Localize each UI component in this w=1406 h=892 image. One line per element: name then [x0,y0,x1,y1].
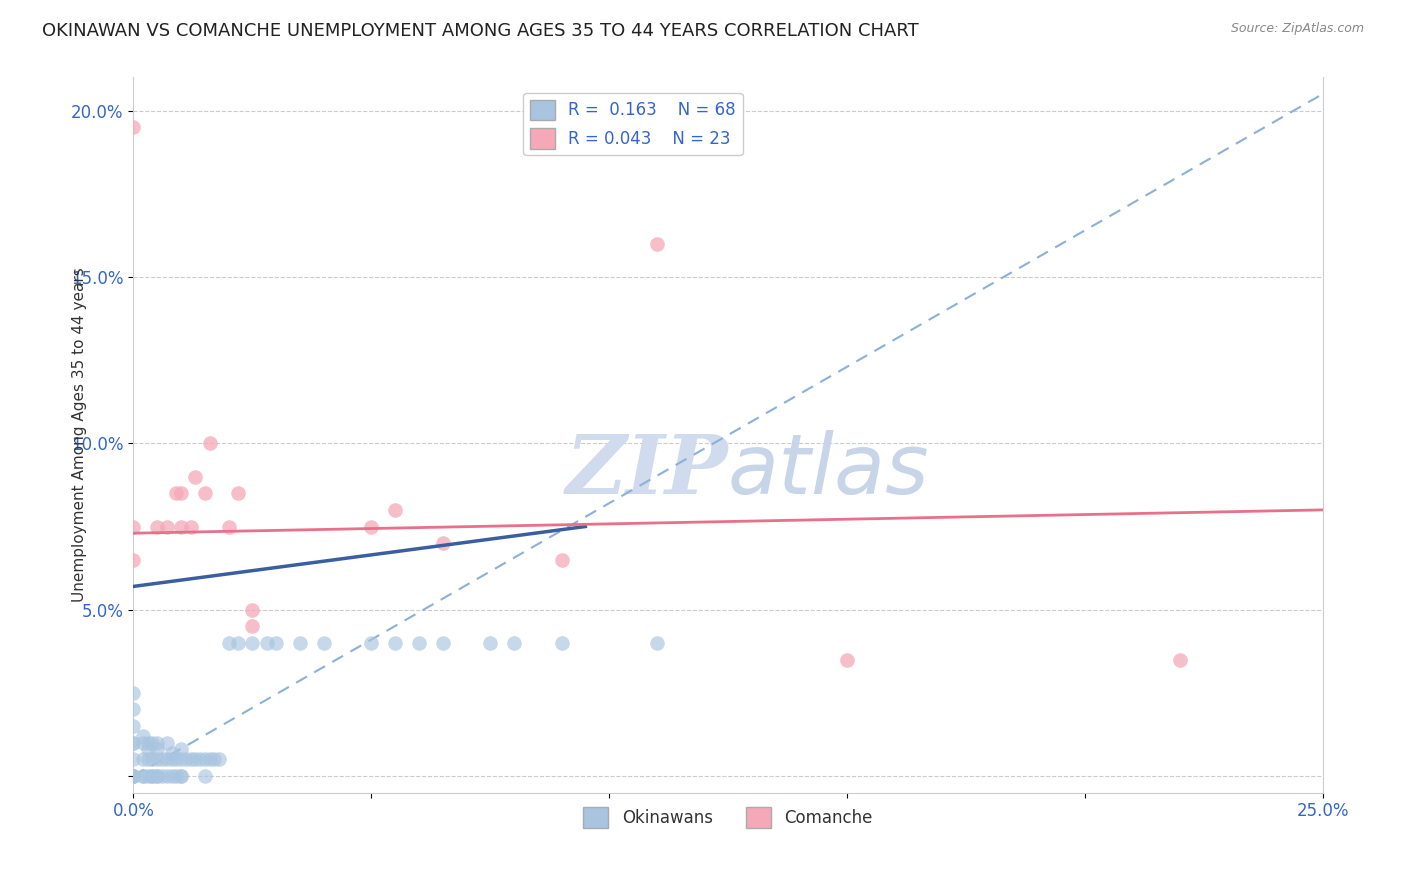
Text: OKINAWAN VS COMANCHE UNEMPLOYMENT AMONG AGES 35 TO 44 YEARS CORRELATION CHART: OKINAWAN VS COMANCHE UNEMPLOYMENT AMONG … [42,22,920,40]
Point [122,769,145,783]
Point [141,752,163,766]
Point [136,736,159,750]
Point [165,752,187,766]
Point [170,769,193,783]
Point [122,752,145,766]
Point [122,736,145,750]
Point [256,636,278,650]
Point [132,769,155,783]
Point [360,636,382,650]
Point [835,652,858,666]
Text: Unemployment Among Ages 35 to 44 years: Unemployment Among Ages 35 to 44 years [73,268,87,602]
Point [503,636,526,650]
Point [141,736,163,750]
Point [174,752,197,766]
Point [1168,652,1191,666]
Point [170,752,193,766]
Point [479,636,502,650]
Point [550,636,572,650]
Point [156,736,179,750]
Point [165,486,187,500]
Legend: Okinawans, Comanche: Okinawans, Comanche [576,801,879,834]
Point [408,636,430,650]
Point [194,769,217,783]
Point [184,752,207,766]
Point [384,636,406,650]
Point [141,769,163,783]
Point [202,752,225,766]
Point [360,519,382,533]
Point [146,752,169,766]
Point [180,752,202,766]
Point [165,769,187,783]
Point [188,752,211,766]
Point [218,636,240,650]
Point [122,769,145,783]
Point [156,519,179,533]
Point [208,752,231,766]
Point [122,120,145,135]
Point [194,752,217,766]
Point [122,769,145,783]
Point [146,769,169,783]
Point [122,736,145,750]
Point [198,436,221,450]
Point [146,769,169,783]
Point [122,769,145,783]
Point [264,636,287,650]
Point [226,486,249,500]
Point [122,553,145,567]
Point [160,746,183,760]
Point [136,769,159,783]
Point [194,486,217,500]
Text: Source: ZipAtlas.com: Source: ZipAtlas.com [1230,22,1364,36]
Point [180,519,202,533]
Point [122,769,145,783]
Point [240,636,263,650]
Point [170,519,193,533]
Point [240,619,263,633]
Point [432,536,454,550]
Text: ZIP: ZIP [565,431,728,511]
Point [156,769,179,783]
Point [184,469,207,483]
Point [432,636,454,650]
Point [240,603,263,617]
Point [132,729,155,743]
Text: atlas: atlas [728,430,929,511]
Point [645,636,668,650]
Point [198,752,221,766]
Point [312,636,335,650]
Point [146,742,169,756]
Point [136,752,159,766]
Point [146,519,169,533]
Point [132,752,155,766]
Point [132,769,155,783]
Point [156,752,179,766]
Point [160,752,183,766]
Point [384,503,406,517]
Point [150,752,173,766]
Point [122,702,145,716]
Point [160,769,183,783]
Point [150,769,173,783]
Point [122,686,145,700]
Point [122,719,145,733]
Point [141,769,163,783]
Point [170,769,193,783]
Point [226,636,249,650]
Point [645,236,668,251]
Point [170,742,193,756]
Point [218,519,240,533]
Point [136,742,159,756]
Point [122,519,145,533]
Point [288,636,311,650]
Point [170,486,193,500]
Point [122,769,145,783]
Point [550,553,572,567]
Point [132,736,155,750]
Point [146,736,169,750]
